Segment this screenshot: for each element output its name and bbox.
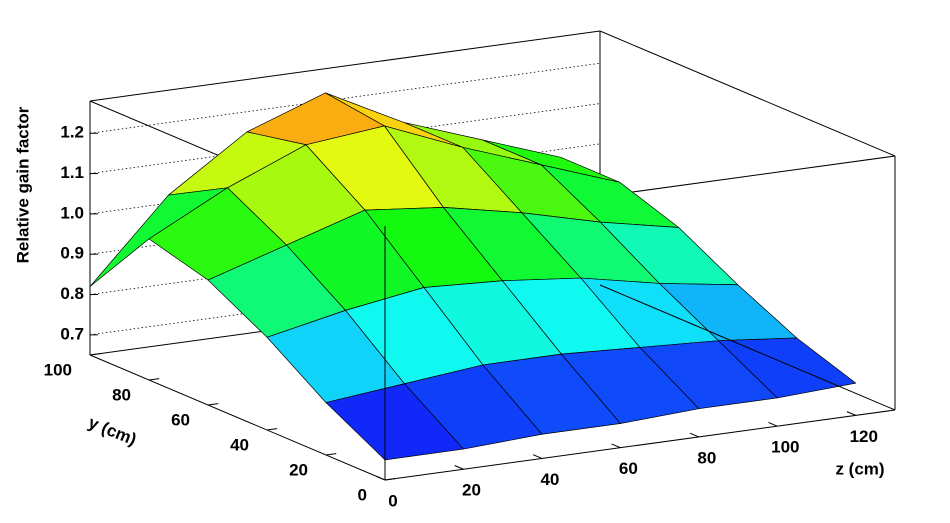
y-tick-label: 80 <box>112 385 131 404</box>
y-tick-label: 60 <box>171 410 190 429</box>
z-tick-label: 0.8 <box>60 284 84 303</box>
tick-mark <box>325 453 337 456</box>
x-tick-label: 100 <box>771 438 799 457</box>
tick-mark <box>454 465 464 470</box>
y-tick-label: 20 <box>289 460 308 479</box>
tick-mark <box>207 403 219 406</box>
x-axis-title: z (cm) <box>835 459 884 478</box>
z-tick-label: 1.1 <box>60 163 84 182</box>
tick-mark <box>846 411 856 416</box>
z-tick-label: 1.2 <box>60 123 84 142</box>
tick-mark <box>148 378 160 381</box>
tick-mark <box>768 421 778 427</box>
box-edge <box>599 284 896 411</box>
x-tick-label: 0 <box>388 491 397 510</box>
x-tick-label: 60 <box>619 459 638 478</box>
surface-cell <box>325 383 464 461</box>
z-tick-label: 1.0 <box>60 203 84 222</box>
tick-mark <box>89 353 101 356</box>
x-tick-label: 20 <box>462 481 481 500</box>
y-tick-label: 100 <box>44 360 72 379</box>
tick-mark <box>266 428 278 431</box>
y-tick-label: 40 <box>230 435 249 454</box>
box-edge <box>89 354 386 481</box>
tick-mark <box>384 478 396 481</box>
y-tick-label: 0 <box>358 485 367 504</box>
grid-line <box>89 62 601 134</box>
tick-mark <box>375 475 386 481</box>
x-tick-label: 80 <box>697 448 716 467</box>
tick-mark <box>689 432 700 438</box>
box-edge <box>384 409 896 481</box>
box-edge <box>89 30 601 102</box>
tick-mark <box>532 454 543 459</box>
y-axis-title: y (cm) <box>86 413 140 449</box>
box-edge <box>599 30 896 157</box>
tick-mark <box>611 443 621 449</box>
z-axis-title: Relative gain factor <box>13 106 32 263</box>
x-tick-label: 120 <box>850 427 878 446</box>
z-tick-label: 0.9 <box>60 244 84 263</box>
x-tick-label: 40 <box>540 470 559 489</box>
z-tick-label: 0.7 <box>60 324 84 343</box>
